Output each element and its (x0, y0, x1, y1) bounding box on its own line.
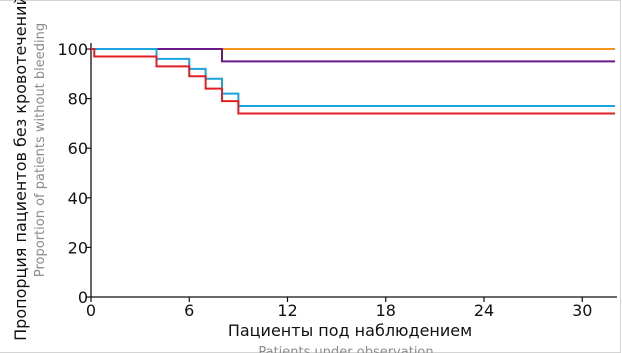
y-tick-label: 40 (68, 189, 88, 208)
y-tick-label: 100 (57, 40, 88, 59)
y-tick-label: 20 (68, 238, 88, 257)
series-line-3 (91, 48, 615, 108)
y-axis-subtitle: Proportion of patients without bleeding (33, 23, 48, 277)
x-axis-subtitle: Patients under observation (258, 345, 433, 353)
x-tick-label: 6 (184, 301, 194, 320)
x-tick-label: 12 (277, 301, 297, 320)
x-axis-title: Пациенты под наблюдением (228, 321, 472, 340)
x-tick-label: 30 (572, 301, 592, 320)
x-tick-label: 18 (376, 301, 396, 320)
y-tick-label: 0 (78, 288, 88, 307)
chart-series-lines (91, 48, 615, 115)
y-axis-title: Пропорция пациентов без кровотечений (11, 0, 30, 341)
chart-axes: 0 20 40 60 80 100 0 6 12 18 24 30 (57, 40, 617, 320)
x-tick-label: 0 (86, 301, 96, 320)
y-tick-label: 60 (68, 139, 88, 158)
series-line-4 (91, 48, 615, 115)
chart-axis-titles: Пациенты под наблюдением Patients under … (11, 0, 472, 353)
x-tick-label: 24 (474, 301, 494, 320)
y-tick-label: 80 (68, 90, 88, 109)
